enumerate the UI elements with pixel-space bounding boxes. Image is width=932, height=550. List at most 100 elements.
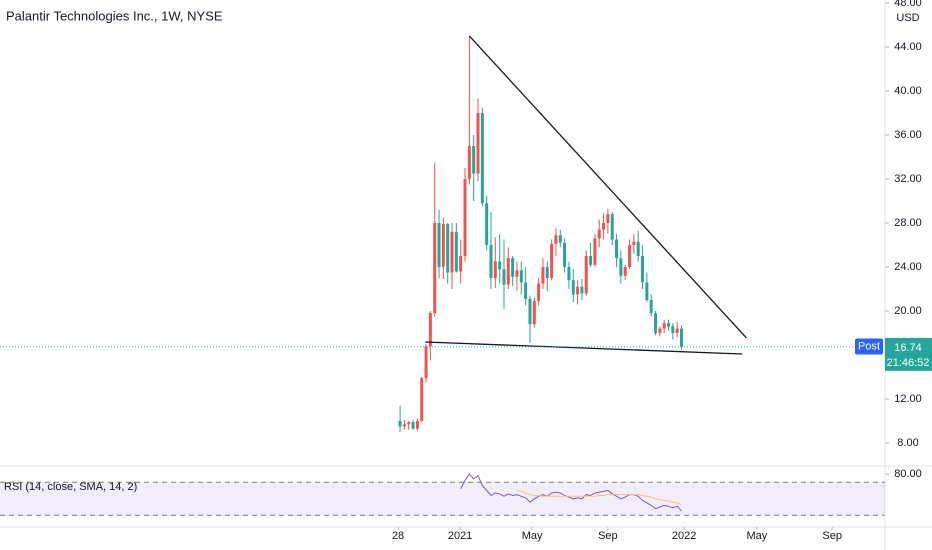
candle-body [602, 222, 606, 230]
candle-body [649, 299, 653, 314]
candle-body [515, 270, 519, 277]
candle-body [662, 323, 666, 329]
x-tick-label: 2021 [448, 530, 472, 542]
last-price-badge [885, 337, 932, 371]
post-badge [855, 338, 883, 355]
candle-body [407, 422, 411, 425]
x-tick-label: 2022 [672, 530, 696, 542]
countdown: 21:46:52 [887, 357, 930, 369]
candle-body [493, 261, 497, 278]
candle-body [576, 286, 580, 295]
candle-body [567, 266, 571, 281]
candle-body [645, 282, 649, 300]
candle-body [467, 145, 471, 179]
x-tick-label: Sep [822, 530, 842, 542]
chart-title: Palantir Technologies Inc., 1W, NYSE [6, 8, 223, 23]
candle-body [654, 313, 658, 333]
candle-body [623, 266, 627, 276]
candle-body [541, 266, 545, 284]
candle-body [589, 255, 593, 265]
candle-body [550, 243, 554, 278]
candle-body [411, 422, 415, 429]
candle-body [441, 224, 445, 267]
candle-body [437, 222, 441, 267]
candle-body [675, 328, 679, 333]
candle-body [563, 242, 567, 267]
candle-body [667, 323, 671, 327]
candle-body [632, 241, 636, 245]
x-tick-label: May [522, 530, 543, 542]
candle-body [446, 224, 450, 273]
y-tick-label: 48.00 [894, 0, 922, 9]
candle-body [606, 214, 610, 223]
y-tick-label: 8.00 [897, 437, 918, 449]
rsi-band-fill [0, 482, 885, 516]
candle-body [615, 239, 619, 259]
candle-body [415, 420, 419, 429]
x-tick-label: May [746, 530, 767, 542]
candle-body [420, 378, 424, 421]
candle-body [524, 282, 528, 299]
candle-body [485, 203, 489, 245]
last-price: 16.74 [894, 342, 922, 354]
y-tick-label: 12.00 [894, 393, 922, 405]
candle-body [545, 266, 549, 278]
candle-body [636, 241, 640, 256]
candle-body [463, 178, 467, 256]
candle-body [593, 238, 597, 265]
rsi-line [460, 473, 682, 512]
y-tick-label: 32.00 [894, 173, 922, 185]
candle-body [641, 255, 645, 283]
y-tick-label: 20.00 [894, 305, 922, 317]
candle-body [433, 222, 437, 314]
candle-body [519, 270, 523, 283]
candle-body [402, 424, 406, 427]
candle-body [459, 255, 463, 272]
candle-body [658, 328, 662, 333]
currency-label: USD [896, 12, 919, 24]
candle-body [498, 261, 502, 270]
candle-body [597, 229, 601, 239]
candle-body [489, 244, 493, 278]
candle-body [532, 301, 536, 325]
candle-body [476, 112, 480, 174]
rsi-label: RSI (14, close, SMA, 14, 2) [4, 481, 137, 493]
candle-body [580, 286, 584, 294]
candle-body [628, 244, 632, 267]
rsi-tick-label: 80.00 [894, 468, 922, 480]
candle-body [511, 258, 515, 277]
x-tick-label: 28 [392, 530, 404, 542]
candle-body [454, 231, 458, 272]
candle-body [398, 420, 402, 427]
candle-body [472, 145, 476, 174]
candle-body [450, 231, 454, 273]
trendline [468, 35, 747, 339]
candle-body [584, 255, 588, 294]
candle-body [502, 269, 506, 285]
y-tick-label: 44.00 [894, 41, 922, 53]
candle-body [480, 112, 484, 204]
y-tick-label: 28.00 [894, 217, 922, 229]
candle-body [619, 258, 623, 276]
y-tick-label: 36.00 [894, 129, 922, 141]
candle-body [424, 346, 428, 379]
candle-body [506, 258, 510, 285]
x-tick-label: Sep [598, 530, 618, 542]
candle-body [671, 326, 675, 333]
candle-body [610, 214, 614, 240]
candle-body [428, 313, 432, 347]
y-tick-label: 40.00 [894, 85, 922, 97]
rsi-line [516, 490, 682, 505]
trendline [425, 341, 743, 355]
candle-body [558, 235, 562, 243]
candle-body [537, 283, 541, 302]
y-tick-label: 24.00 [894, 261, 922, 273]
candle-body [680, 328, 684, 347]
post-label: Post [858, 340, 880, 352]
candle-body [554, 235, 558, 244]
candle-body [528, 298, 532, 325]
candle-body [571, 280, 575, 295]
